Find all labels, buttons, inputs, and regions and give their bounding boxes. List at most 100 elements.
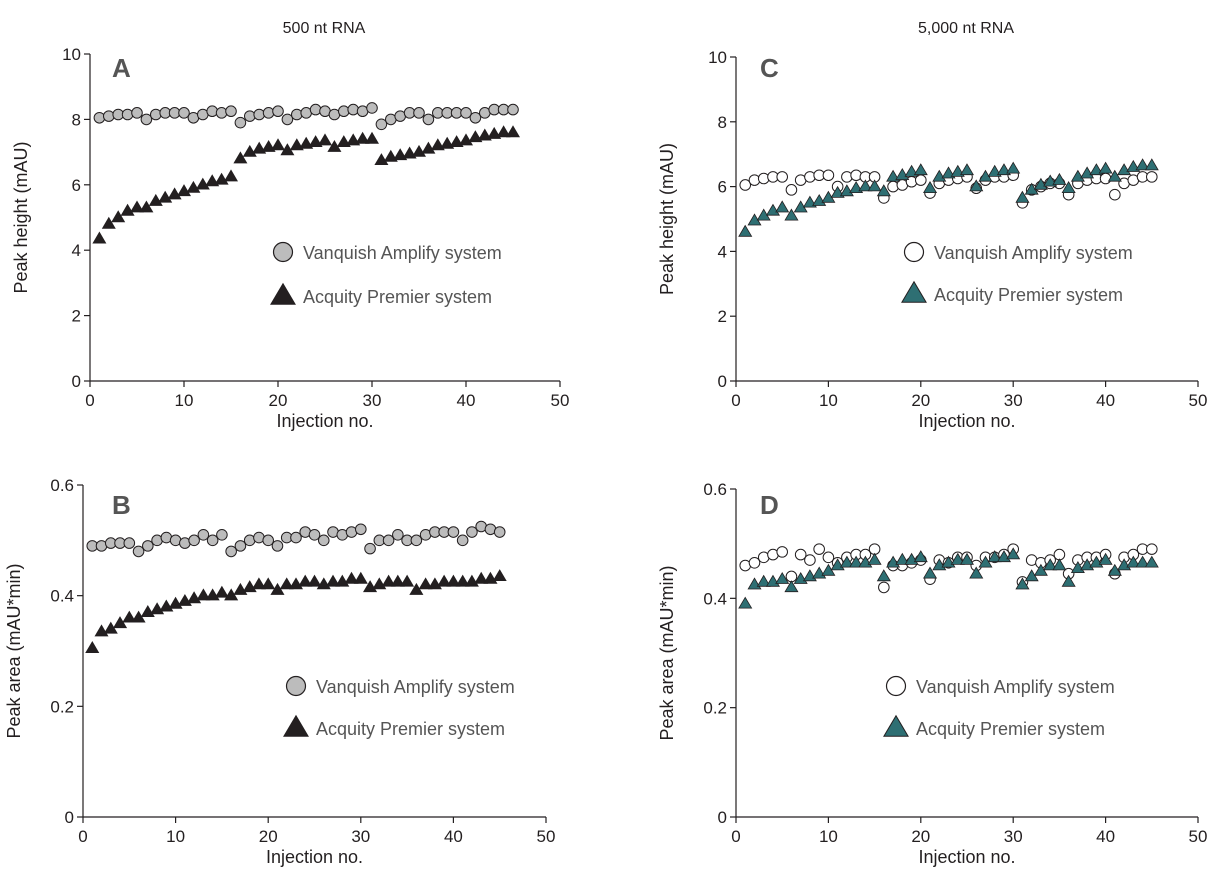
data-point	[895, 552, 910, 565]
data-point	[493, 526, 506, 538]
legend-label: Vanquish Amplify system	[303, 243, 502, 263]
data-point	[308, 529, 321, 541]
data-point	[784, 580, 799, 593]
data-point	[969, 566, 984, 579]
y-tick-label: 0.6	[50, 476, 74, 495]
data-point	[437, 574, 452, 587]
x-tick-label: 20	[911, 827, 930, 846]
x-tick-label: 10	[175, 391, 194, 410]
x-tick-label: 50	[537, 827, 556, 846]
legend: Vanquish Amplify system Acquity Premier s…	[283, 675, 515, 739]
data-point	[140, 113, 153, 126]
data-point	[346, 133, 361, 146]
data-point	[506, 125, 520, 138]
data-point	[804, 554, 816, 566]
data-point	[382, 534, 395, 547]
y-tick-label: 2	[72, 307, 81, 326]
legend-label: Acquity Premier system	[316, 719, 505, 739]
data-point	[188, 534, 200, 547]
x-axis-label: Injection no.	[266, 847, 363, 867]
data-point	[487, 126, 502, 139]
x-tick-label: 50	[1189, 391, 1208, 410]
data-point	[225, 545, 237, 558]
data-point	[1080, 166, 1095, 179]
data-point	[121, 108, 134, 121]
series-acquity	[85, 569, 507, 653]
column-title-left: 500 nt RNA	[283, 20, 366, 37]
x-tick-label: 40	[1096, 827, 1115, 846]
data-point	[381, 574, 396, 587]
data-point	[466, 526, 478, 538]
y-axis-label: Peak height (mAU)	[11, 141, 31, 293]
y-tick-label: 2	[718, 307, 727, 326]
x-tick-label: 40	[457, 391, 476, 410]
data-point	[244, 110, 256, 122]
chart-panel-d: 0 10 20 30 40 50 0 0.2 0.4 0.6 Injection no. Peak a…	[657, 480, 1207, 867]
y-axis-label: Peak area (mAU*min)	[657, 565, 677, 740]
data-point	[120, 203, 135, 216]
y-tick-label: 0.4	[703, 589, 727, 608]
data-point	[271, 540, 284, 552]
data-point	[111, 210, 126, 223]
data-point	[186, 180, 201, 193]
data-point	[402, 146, 417, 159]
data-point	[460, 107, 472, 119]
y-tick-label: 0.2	[703, 699, 727, 718]
data-point	[392, 529, 404, 541]
data-point	[1144, 555, 1159, 568]
legend-label: Acquity Premier system	[934, 285, 1123, 305]
data-point	[214, 585, 229, 598]
data-point	[215, 107, 228, 119]
y-tick-label: 0	[65, 808, 74, 827]
data-point	[290, 531, 302, 544]
x-axis-label: Injection no.	[276, 411, 373, 431]
data-point	[776, 171, 789, 183]
data-point	[1033, 177, 1048, 190]
y-tick-label: 10	[708, 48, 727, 67]
x-tick-label: 20	[911, 391, 930, 410]
data-point	[858, 179, 873, 192]
legend-marker-triangle	[283, 714, 309, 737]
data-point	[338, 105, 350, 118]
data-point	[148, 193, 163, 206]
data-point	[375, 118, 388, 131]
data-point	[261, 577, 276, 590]
data-point	[421, 141, 436, 154]
data-point	[1006, 161, 1021, 174]
data-point	[224, 169, 238, 182]
series-vanquish	[739, 543, 1158, 594]
legend-marker-circle	[285, 675, 307, 697]
data-point	[1126, 555, 1141, 568]
legend-marker-triangle	[270, 282, 296, 305]
data-point	[410, 534, 423, 547]
data-point	[206, 105, 218, 118]
data-point	[298, 574, 313, 587]
series-vanquish	[93, 102, 519, 131]
data-point	[216, 529, 228, 541]
chart-panel-a: 0 10 20 30 40 50 0 2 4 6 8 10 Injection no. Peak heig…	[11, 45, 569, 431]
data-point	[131, 107, 143, 119]
data-point	[355, 131, 370, 144]
data-point	[251, 577, 267, 590]
data-point	[456, 534, 469, 547]
x-tick-label: 30	[363, 391, 382, 410]
panel-letter: A	[112, 53, 131, 83]
data-point	[813, 543, 825, 555]
y-tick-label: 4	[72, 241, 81, 260]
panel-letter: B	[112, 490, 131, 520]
data-point	[878, 581, 890, 594]
y-tick-label: 0	[718, 808, 727, 827]
data-point	[474, 571, 489, 584]
data-point	[252, 141, 267, 154]
x-tick-label: 30	[1004, 391, 1023, 410]
y-tick-label: 8	[718, 113, 727, 132]
data-point	[234, 540, 247, 552]
data-point	[867, 179, 882, 192]
data-point	[960, 163, 974, 176]
y-tick-label: 0.2	[50, 697, 74, 716]
x-tick-label: 10	[819, 827, 838, 846]
data-point	[347, 103, 360, 116]
x-tick-label: 30	[351, 827, 370, 846]
y-tick-label: 0	[718, 372, 727, 391]
